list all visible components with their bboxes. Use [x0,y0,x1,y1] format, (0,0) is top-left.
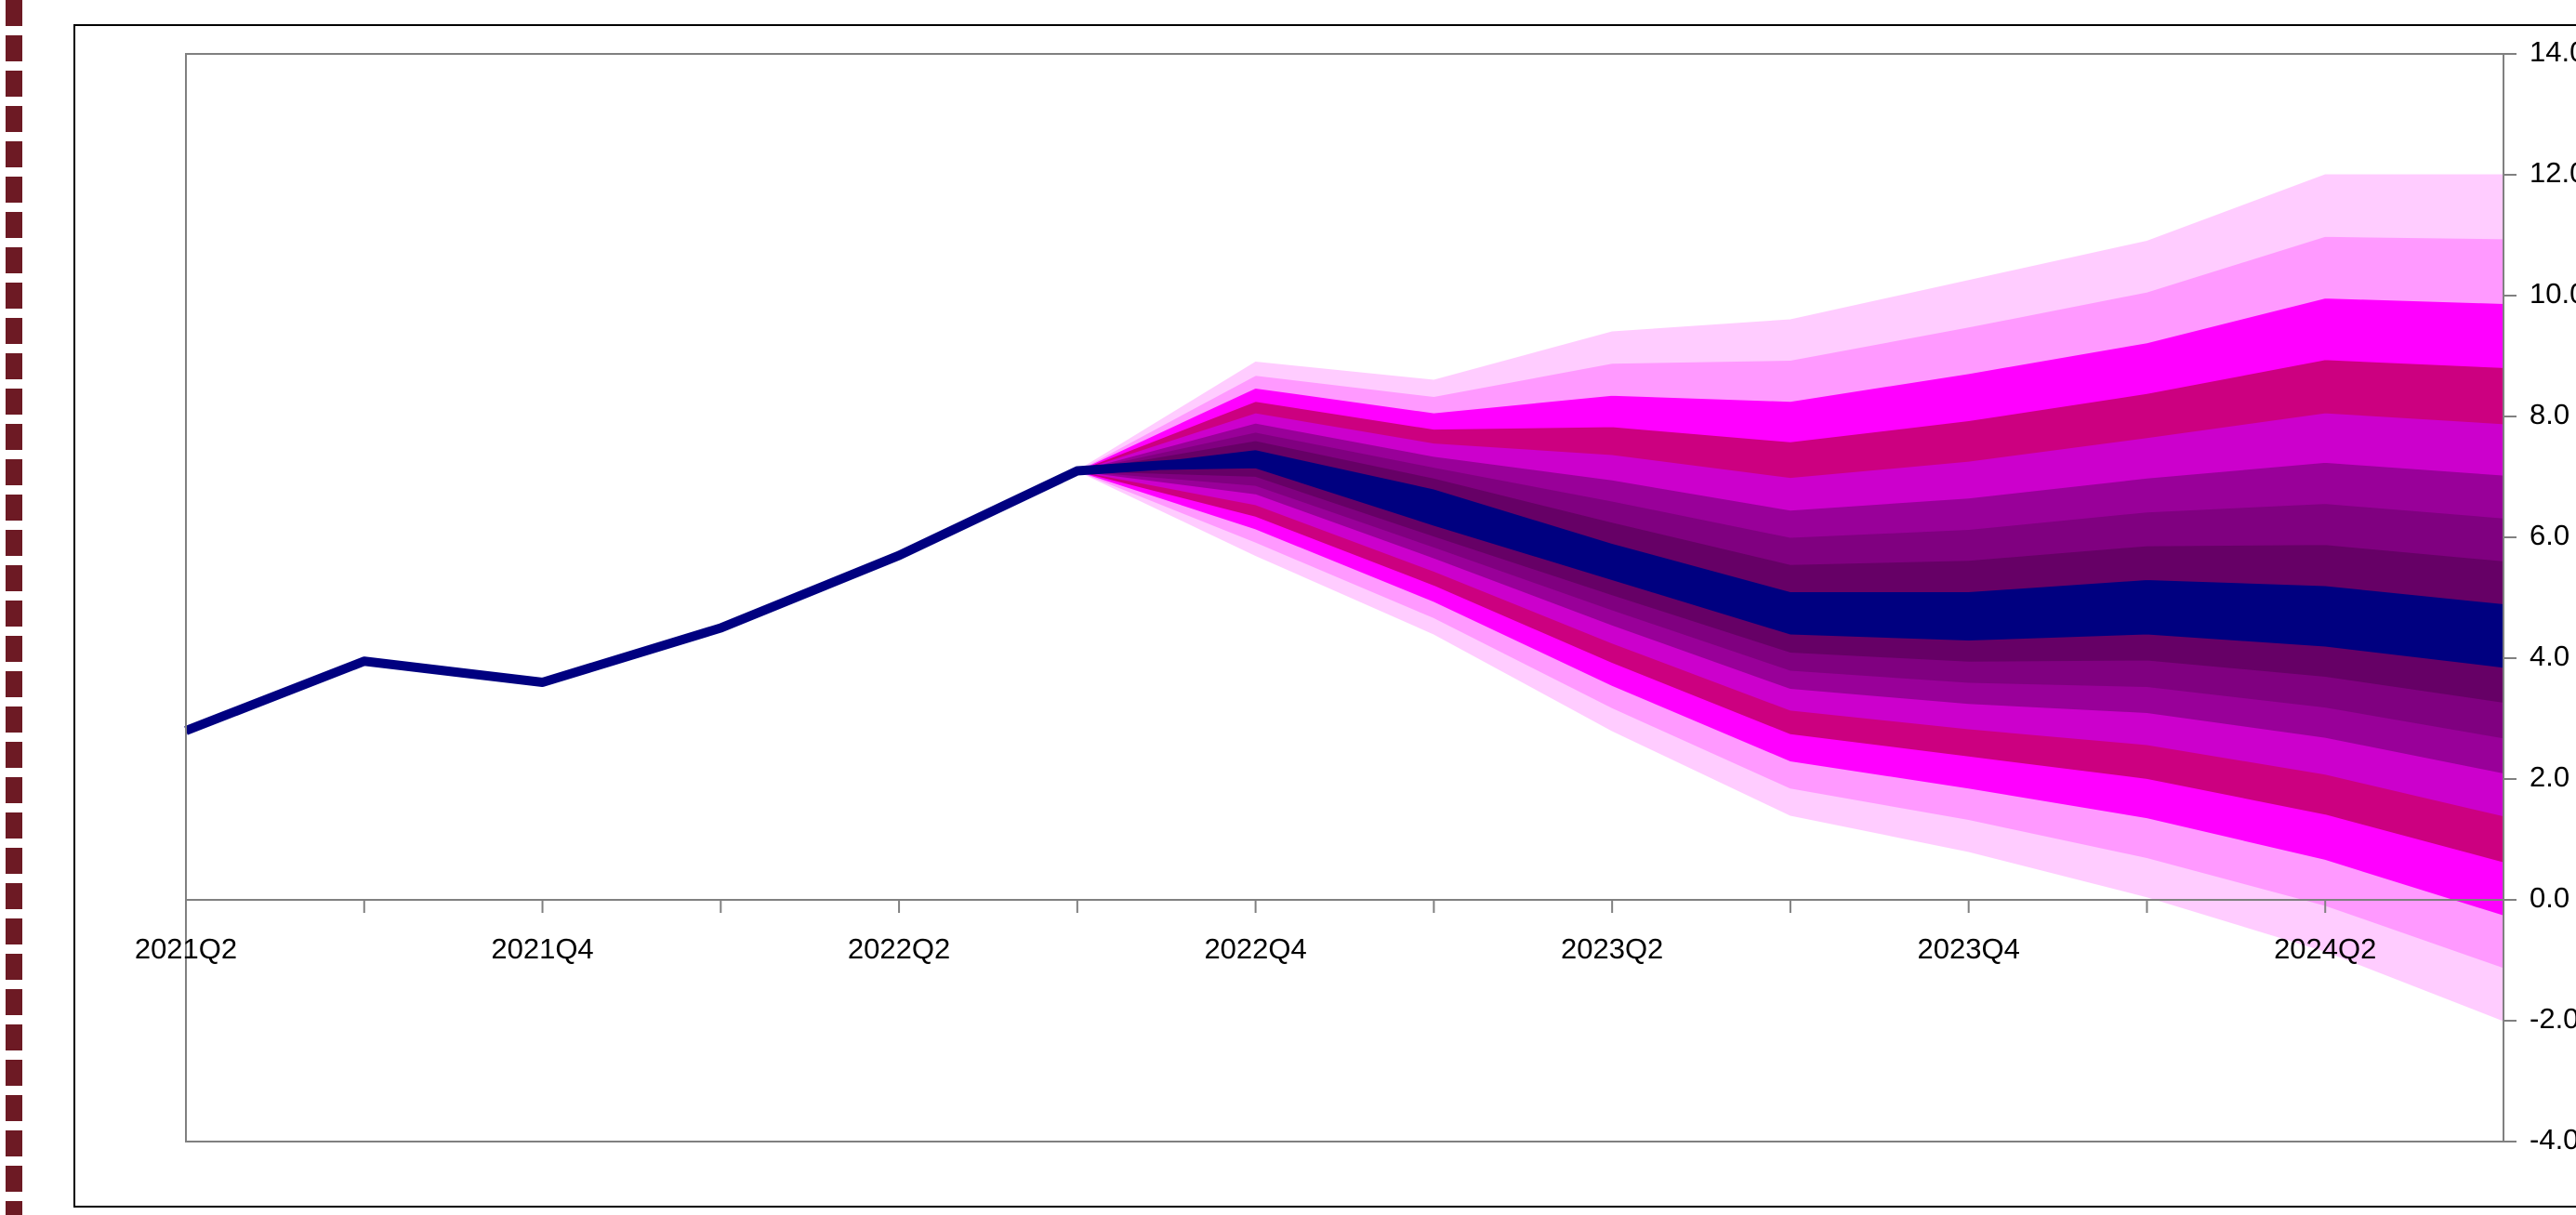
x-tick-label: 2021Q4 [491,932,593,965]
x-tick-label: 2021Q2 [135,932,237,965]
y-tick-label: 8.0 [2530,398,2569,430]
y-tick-label: -2.0 [2530,1002,2576,1035]
y-tick-label: 14.0 [2530,35,2576,68]
x-tick-label: 2024Q2 [2274,932,2376,965]
plot-area: 2021Q2 2021Q4 2022Q2 2022Q4 2023Q2 2023Q4 2024… [135,35,2576,1156]
x-tick-label: 2023Q4 [1918,932,2020,965]
x-tick-label: 2022Q4 [1204,932,1306,965]
y-tick-label: 4.0 [2530,640,2569,672]
y-tick-label: 12.0 [2530,156,2576,189]
plot-border [185,53,2504,1142]
y-tick-label: 10.0 [2530,277,2576,310]
x-tick-label: 2022Q2 [848,932,950,965]
side-decoration [0,0,26,1215]
x-tick-label: 2023Q2 [1561,932,1663,965]
frame [73,24,2576,1208]
y-tick-label: 6.0 [2530,519,2569,551]
y-tick-label: -4.0 [2530,1123,2576,1156]
y-tick-label: 0.0 [2530,881,2569,914]
y-tick-label: 2.0 [2530,760,2569,793]
median-line [184,454,1256,735]
